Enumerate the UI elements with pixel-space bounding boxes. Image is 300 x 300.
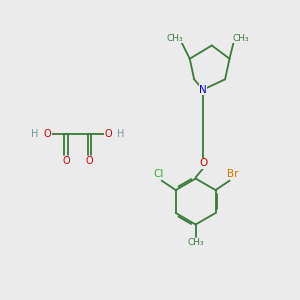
Text: H: H	[118, 129, 125, 139]
Text: O: O	[199, 158, 207, 168]
Text: O: O	[44, 129, 51, 139]
Text: CH₃: CH₃	[166, 34, 183, 43]
Text: O: O	[62, 156, 70, 166]
Text: CH₃: CH₃	[187, 238, 204, 247]
Text: O: O	[104, 129, 112, 139]
Text: Br: Br	[227, 169, 239, 179]
Text: CH₃: CH₃	[232, 34, 249, 43]
Text: Cl: Cl	[154, 169, 164, 179]
Text: N: N	[199, 85, 207, 94]
Text: O: O	[86, 156, 94, 166]
Text: H: H	[31, 129, 38, 139]
